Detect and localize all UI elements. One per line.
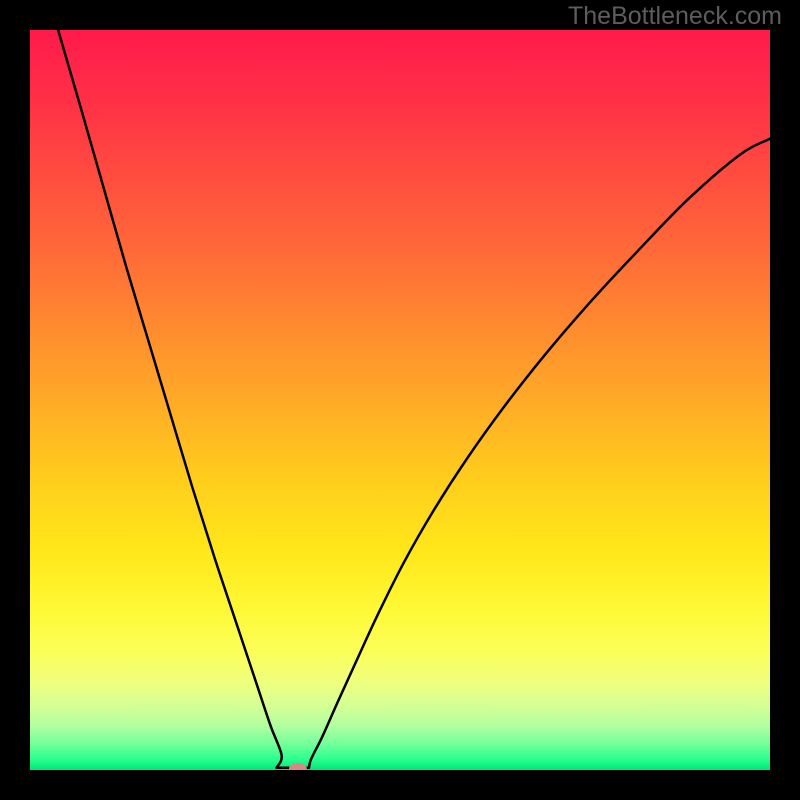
watermark-text: TheBottleneck.com bbox=[568, 2, 782, 31]
plot-background bbox=[30, 30, 770, 770]
bottleneck-chart bbox=[0, 0, 800, 800]
chart-frame: TheBottleneck.com bbox=[0, 0, 800, 800]
